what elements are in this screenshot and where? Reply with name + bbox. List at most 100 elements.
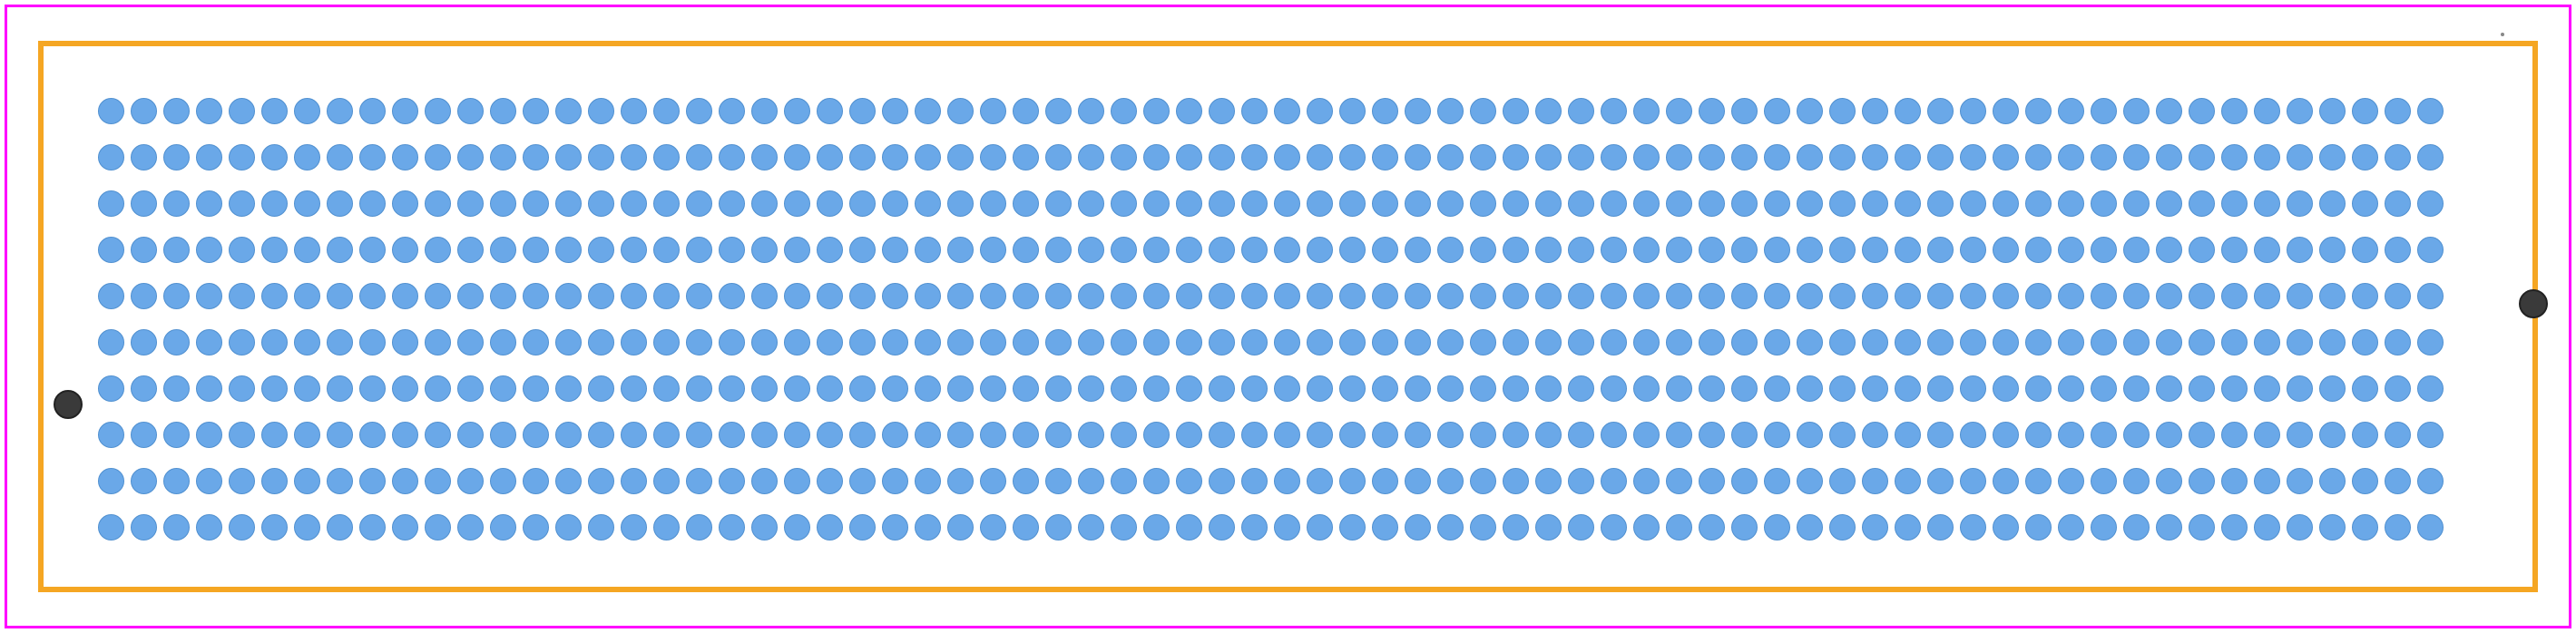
pad: [1045, 144, 1072, 170]
pad: [1470, 190, 1496, 217]
pad: [1176, 237, 1202, 263]
pad: [1764, 283, 1790, 309]
pad: [1601, 190, 1627, 217]
pad: [1829, 190, 1856, 217]
pad: [1437, 468, 1464, 494]
pad: [163, 98, 190, 124]
pad: [261, 190, 288, 217]
pad: [2091, 329, 2117, 355]
pad: [2189, 237, 2215, 263]
pad: [425, 514, 451, 540]
pad: [686, 468, 712, 494]
pad: [490, 237, 516, 263]
pad: [2352, 190, 2378, 217]
pad: [2221, 237, 2248, 263]
pad: [392, 468, 418, 494]
pad: [686, 190, 712, 217]
pad-grid: [98, 98, 2450, 560]
pad: [2254, 514, 2280, 540]
pad: [849, 144, 876, 170]
pad: [1013, 375, 1039, 402]
pad: [980, 422, 1006, 448]
pad: [1470, 422, 1496, 448]
pad: [2156, 468, 2182, 494]
pad: [425, 98, 451, 124]
pad: [882, 375, 908, 402]
pad: [2123, 237, 2150, 263]
pad: [947, 237, 974, 263]
pad: [849, 190, 876, 217]
pad: [1927, 283, 1954, 309]
pad: [947, 375, 974, 402]
pad: [1405, 514, 1431, 540]
mounting-hole-left: [54, 390, 83, 419]
pad: [1013, 237, 1039, 263]
pad: [686, 329, 712, 355]
pad: [1437, 190, 1464, 217]
pad: [1601, 144, 1627, 170]
pad: [1764, 468, 1790, 494]
pad: [1895, 514, 1921, 540]
pad: [1829, 283, 1856, 309]
pad: [1078, 237, 1104, 263]
pad: [131, 237, 157, 263]
pad: [359, 514, 386, 540]
pad: [1143, 237, 1170, 263]
pad: [1372, 190, 1398, 217]
pad: [1927, 422, 1954, 448]
pad: [1470, 468, 1496, 494]
pad: [1045, 514, 1072, 540]
pad: [1666, 514, 1692, 540]
pad: [2385, 468, 2411, 494]
pad: [2417, 514, 2444, 540]
pad: [1535, 237, 1562, 263]
pad: [1568, 144, 1594, 170]
pad: [425, 144, 451, 170]
pad: [1797, 283, 1823, 309]
pad: [457, 283, 484, 309]
pad: [392, 329, 418, 355]
pad: [1274, 514, 1300, 540]
pad: [1470, 329, 1496, 355]
pad: [2156, 375, 2182, 402]
pad: [196, 237, 222, 263]
pad: [751, 98, 778, 124]
pad: [1176, 144, 1202, 170]
pad: [849, 283, 876, 309]
pad: [523, 422, 549, 448]
pad: [2319, 468, 2346, 494]
pad: [1437, 283, 1464, 309]
pad: [163, 468, 190, 494]
pad: [196, 375, 222, 402]
pad: [621, 468, 647, 494]
pad: [1601, 329, 1627, 355]
pad: [2221, 468, 2248, 494]
pad: [882, 237, 908, 263]
pad: [425, 422, 451, 448]
pad: [1078, 283, 1104, 309]
pad: [2091, 283, 2117, 309]
pad: [1601, 468, 1627, 494]
pad: [1274, 422, 1300, 448]
pad: [1797, 375, 1823, 402]
pad: [98, 144, 124, 170]
pad: [457, 468, 484, 494]
pad: [1633, 422, 1660, 448]
pad: [1307, 98, 1333, 124]
pad: [131, 283, 157, 309]
pad: [1568, 468, 1594, 494]
pad: [1960, 422, 1986, 448]
pad: [1470, 375, 1496, 402]
pad: [1274, 237, 1300, 263]
pad: [1503, 283, 1529, 309]
pad: [882, 329, 908, 355]
pad: [1307, 514, 1333, 540]
pad: [1372, 422, 1398, 448]
pad: [1666, 468, 1692, 494]
pad: [98, 190, 124, 217]
pad: [2417, 375, 2444, 402]
pad: [294, 190, 320, 217]
pad: [1241, 329, 1268, 355]
pad: [1470, 237, 1496, 263]
pad: [1143, 375, 1170, 402]
